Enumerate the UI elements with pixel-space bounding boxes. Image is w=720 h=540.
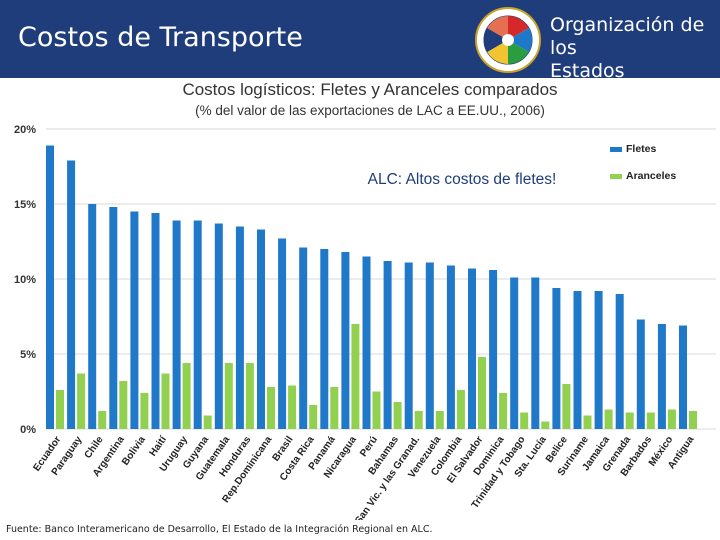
oas-seal-icon [475, 7, 541, 73]
bar-aranceles [267, 387, 275, 429]
bar-aranceles [456, 390, 465, 429]
bar-fletes [531, 277, 540, 429]
bar-fletes [679, 325, 687, 429]
bar-fletes [172, 220, 181, 429]
bar-fletes [446, 265, 455, 429]
bar-aranceles [393, 402, 402, 429]
chart-annotation: ALC: Altos costos de fletes! [368, 171, 557, 188]
bar-fletes [341, 252, 350, 429]
bar-aranceles [478, 357, 486, 429]
bar-aranceles [372, 391, 381, 429]
bar-aranceles [309, 405, 318, 429]
bar-aranceles [140, 393, 149, 429]
bar-aranceles [245, 363, 254, 429]
bar-fletes [615, 294, 624, 429]
y-tick-label: 5% [20, 349, 36, 361]
bar-fletes [109, 207, 118, 429]
bar-aranceles [351, 324, 360, 429]
bar-aranceles [182, 363, 191, 429]
bar-fletes [67, 160, 76, 429]
bar-aranceles [224, 363, 233, 429]
bar-aranceles [161, 373, 170, 429]
page-title: Costos de Transporte [18, 22, 303, 53]
bar-aranceles [98, 411, 107, 429]
bar-aranceles [330, 387, 339, 429]
bar-aranceles [288, 385, 297, 429]
chart-subtitle: (% del valor de las exportaciones de LAC… [195, 103, 545, 118]
header-bar: Costos de Transporte Organización de los… [0, 0, 720, 105]
bar-fletes [278, 238, 287, 429]
org-name: Organización de los Estados Americanos [550, 14, 720, 106]
bar-fletes [320, 249, 329, 429]
y-tick-label: 15% [14, 199, 36, 211]
y-tick-label: 20% [14, 124, 36, 136]
bar-fletes [552, 288, 561, 429]
bar-aranceles [520, 412, 529, 429]
bar-fletes [46, 145, 54, 429]
bar-aranceles [689, 411, 697, 429]
org-name-line2: Estados Americanos [550, 60, 662, 105]
bar-aranceles [77, 373, 86, 429]
bar-fletes [404, 262, 413, 429]
bar-aranceles [583, 415, 592, 429]
legend-label: Aranceles [626, 170, 676, 182]
bar-fletes [425, 262, 434, 429]
org-brand: Organización de los Estados Americanos [468, 4, 720, 105]
legend-swatch [610, 174, 622, 179]
bar-aranceles [646, 412, 655, 429]
bar-fletes [299, 247, 308, 429]
bar-fletes [257, 229, 265, 429]
bar-fletes [468, 268, 476, 429]
legend: Fletes Aranceles [610, 143, 676, 182]
legend-swatch [610, 147, 622, 152]
bar-fletes [88, 204, 97, 429]
bar-aranceles [435, 411, 444, 429]
legend-label: Fletes [626, 143, 657, 155]
bar-fletes [193, 220, 202, 429]
bar-chart: Costos logísticos: Fletes y Aranceles co… [14, 80, 716, 520]
bar-fletes [510, 277, 519, 429]
chart-title: Costos logísticos: Fletes y Aranceles co… [182, 80, 557, 99]
bar-aranceles [541, 421, 550, 429]
bar-aranceles [414, 411, 423, 429]
bar-aranceles [203, 415, 212, 429]
y-tick-label: 10% [14, 274, 36, 286]
bar-aranceles [604, 409, 613, 429]
bar-fletes [214, 223, 223, 429]
bar-fletes [594, 291, 603, 429]
bar-aranceles [667, 409, 676, 429]
bar-aranceles [625, 412, 634, 429]
bar-aranceles [119, 381, 128, 429]
y-axis-ticks: 0% 5% 10% 15% 20% [14, 124, 36, 436]
bar-fletes [151, 213, 160, 429]
org-name-line1: Organización de los [550, 14, 705, 59]
bar-fletes [636, 319, 645, 429]
bar-aranceles [499, 393, 508, 429]
bar-fletes [130, 211, 139, 429]
bar-fletes [573, 291, 582, 429]
bar-fletes [657, 324, 666, 429]
bar-fletes [362, 256, 371, 429]
bar-fletes [383, 261, 392, 429]
bar-aranceles [56, 390, 64, 429]
source-note: Fuente: Banco Interamericano de Desarrol… [6, 524, 433, 535]
bar-fletes [235, 226, 244, 429]
bar-series [46, 145, 697, 429]
bar-aranceles [562, 384, 571, 429]
y-tick-label: 0% [20, 424, 36, 436]
bar-fletes [489, 270, 498, 429]
